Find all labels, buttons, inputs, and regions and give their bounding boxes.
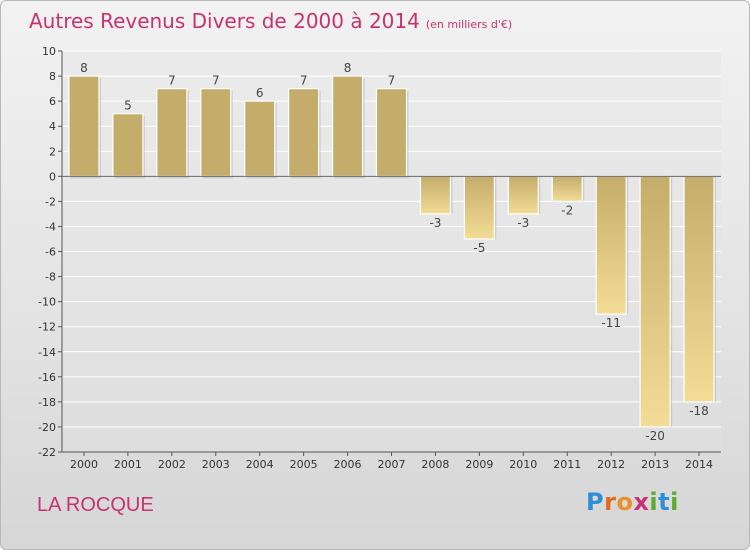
y-tick-label: -16 xyxy=(38,371,56,384)
data-label: 7 xyxy=(300,74,308,88)
y-tick-label: 2 xyxy=(49,145,56,158)
bar xyxy=(156,87,188,177)
data-label: 5 xyxy=(124,99,132,113)
bars xyxy=(68,75,717,428)
data-label: -18 xyxy=(689,404,709,418)
x-tick-label: 2009 xyxy=(465,458,493,471)
data-label: 7 xyxy=(168,74,176,88)
commune-name: LA ROCQUE xyxy=(37,494,154,516)
data-label: 7 xyxy=(212,74,220,88)
y-tick-label: 0 xyxy=(49,170,56,183)
data-label: -20 xyxy=(645,429,665,443)
chart-title: Autres Revenus Divers de 2000 à 2014 (en … xyxy=(29,9,512,33)
logo-letter: o xyxy=(616,488,634,516)
y-tick-label: -4 xyxy=(45,220,56,233)
bar xyxy=(288,87,320,177)
y-tick-label: 8 xyxy=(49,70,56,83)
y-tick-label: -8 xyxy=(45,271,56,284)
proxiti-logo[interactable]: Proxiti xyxy=(586,488,679,516)
logo-letter: r xyxy=(604,488,617,516)
bar xyxy=(375,87,408,177)
data-label: -11 xyxy=(601,316,621,330)
bar xyxy=(595,175,627,315)
y-tick-label: -6 xyxy=(45,246,56,259)
x-tick-label: 2003 xyxy=(202,458,230,471)
bar xyxy=(419,175,452,215)
y-tick-label: -20 xyxy=(38,421,56,434)
x-tick-label: 2014 xyxy=(685,458,713,471)
x-tick-label: 2007 xyxy=(378,458,406,471)
bar xyxy=(551,175,583,202)
bar xyxy=(244,100,276,177)
x-tick-label: 2001 xyxy=(114,458,142,471)
logo-letter: t xyxy=(658,488,671,516)
y-tick-label: -22 xyxy=(38,446,56,459)
x-tick-label: 2005 xyxy=(290,458,318,471)
chart-unit: (en milliers d'€) xyxy=(425,18,513,31)
axes: 10 8 6 4 2 0 -2 -4 -6 -8 -10 -12 -14 -16 -18 -20 -22 2000… xyxy=(38,45,721,471)
data-label: -3 xyxy=(517,216,529,230)
data-label: -3 xyxy=(429,216,441,230)
bar xyxy=(639,175,671,428)
data-labels: 8 5 7 7 6 7 8 7 -3 -5 -3 -2 -11 -20 -18 xyxy=(80,61,709,443)
y-tick-label: 4 xyxy=(49,120,56,133)
chart-title-text: Autres Revenus Divers de 2000 à 2014 xyxy=(29,9,420,33)
y-tick-label: -2 xyxy=(45,195,56,208)
data-label: 8 xyxy=(344,61,352,75)
x-tick-label: 2004 xyxy=(246,458,274,471)
x-tick-label: 2010 xyxy=(509,458,537,471)
data-label: -5 xyxy=(473,241,485,255)
logo-letter: P xyxy=(586,488,605,516)
y-tick-label: -14 xyxy=(38,346,56,359)
x-tick-label: 2002 xyxy=(158,458,186,471)
data-label: -2 xyxy=(561,203,573,217)
bar xyxy=(463,175,495,240)
data-label: 7 xyxy=(388,74,396,88)
x-tick-label: 2006 xyxy=(334,458,362,471)
bar xyxy=(112,113,144,177)
bar xyxy=(331,75,364,177)
x-tick-label: 2013 xyxy=(641,458,669,471)
data-label: 8 xyxy=(80,61,88,75)
y-tick-label: -18 xyxy=(38,396,56,409)
y-tick-label: 10 xyxy=(42,45,56,58)
bar xyxy=(68,75,100,177)
x-tick-label: 2008 xyxy=(421,458,449,471)
bar xyxy=(683,175,715,403)
data-label: 6 xyxy=(256,86,264,100)
y-tick-label: -12 xyxy=(38,321,56,334)
logo-letter: x xyxy=(633,488,650,516)
bar xyxy=(507,175,539,215)
y-tick-label: -10 xyxy=(38,296,56,309)
logo-letter: i xyxy=(649,488,659,516)
x-tick-label: 2012 xyxy=(597,458,625,471)
logo-letter: i xyxy=(670,488,679,516)
x-tick-label: 2011 xyxy=(553,458,581,471)
bar xyxy=(200,87,232,177)
x-tick-label: 2000 xyxy=(70,458,98,471)
y-tick-label: 6 xyxy=(49,95,56,108)
